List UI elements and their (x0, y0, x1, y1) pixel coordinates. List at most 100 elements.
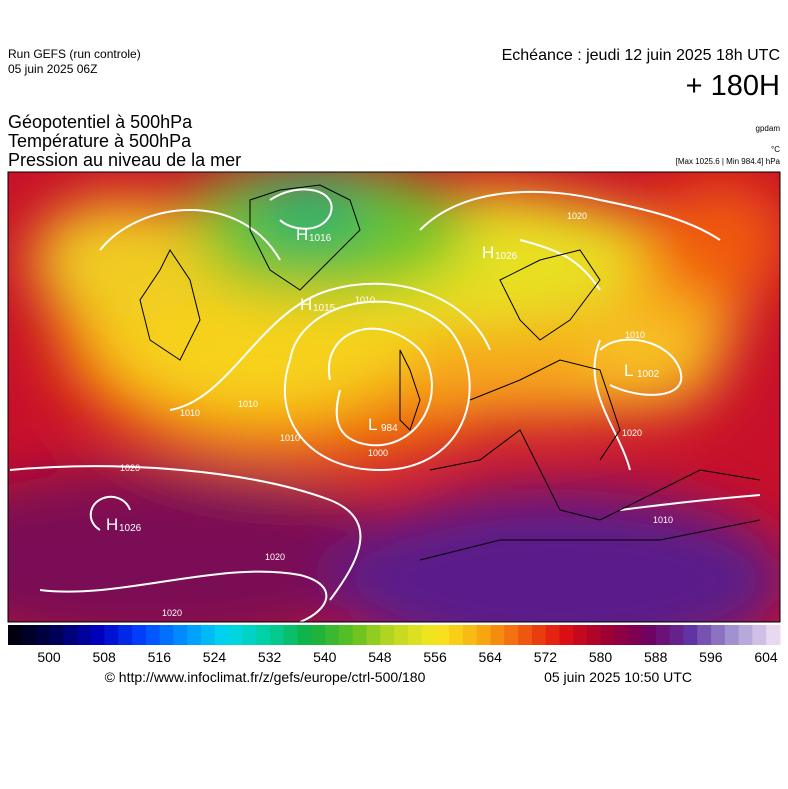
colorbar-swatch (173, 625, 188, 645)
isobar-label: 1000 (368, 448, 388, 458)
isobar-label: 1010 (625, 330, 645, 340)
field: Géopotentiel à 500hPa (8, 112, 193, 132)
isobar-label: 1020 (162, 608, 182, 618)
colorbar-swatch (531, 625, 547, 645)
colorbar-tick-label: 516 (148, 649, 172, 665)
isobar-label: 1010 (180, 408, 200, 418)
colorbar-swatch (352, 625, 367, 645)
colorbar-swatch (338, 625, 354, 645)
map-frame (7, 171, 781, 623)
center-value: 1016 (309, 233, 332, 244)
colorbar-swatch (573, 625, 588, 645)
colorbar-swatch (421, 625, 436, 645)
colorbar-swatch (642, 625, 657, 645)
field: Température à 500hPa (8, 131, 192, 151)
lead-time: + 180H (686, 70, 780, 102)
colorbar-swatch (214, 625, 230, 645)
colorbar-swatch (366, 625, 381, 645)
colorbar-tick-label: 564 (479, 649, 503, 665)
colorbar-swatch (104, 625, 119, 645)
colorbar-swatch (118, 625, 133, 645)
colorbar-swatch (283, 625, 298, 645)
colorbar-tick-label: 596 (699, 649, 723, 665)
colorbar-swatch (407, 625, 423, 645)
source-url: © http://www.infoclimat.fr/z/gefs/europe… (105, 669, 426, 685)
isobar-label: 1020 (265, 552, 285, 562)
colorbar-swatch (325, 625, 340, 645)
colorbar-swatch (201, 625, 216, 645)
colorbar-tick-label: 508 (92, 649, 116, 665)
colorbar-swatch (297, 625, 312, 645)
colorbar-tick-label: 532 (258, 649, 282, 665)
issued: 05 juin 2025 10:50 UTC (544, 669, 692, 685)
isobar-label: 1020 (120, 463, 140, 473)
colorbar-swatch (545, 625, 560, 645)
colorbar-swatch (683, 625, 698, 645)
isobar-label: 1020 (622, 428, 642, 438)
colorbar-tick-label: 580 (589, 649, 613, 665)
colorbar-tick-label: 540 (313, 649, 337, 665)
colorbar-tick-label: 588 (644, 649, 668, 665)
isobar-label: 1010 (355, 295, 375, 305)
colorbar-swatch (628, 625, 643, 645)
colorbar-swatch (669, 625, 684, 645)
run-date: 05 juin 2025 06Z (8, 62, 97, 76)
colorbar-swatch (449, 625, 464, 645)
colorbar-swatch (242, 625, 257, 645)
colorbar-swatch (587, 625, 602, 645)
center-type: L (624, 361, 633, 380)
center-type: H (106, 515, 118, 534)
colorbar-swatch (49, 625, 64, 645)
colorbar-swatch (145, 625, 161, 645)
field: Pression au niveau de la mer (8, 150, 241, 170)
colorbar-swatch (311, 625, 326, 645)
colorbar-swatch (752, 625, 767, 645)
colorbar-swatch (380, 625, 395, 645)
colorbar-swatch (476, 625, 491, 645)
isobar-label: 1010 (653, 515, 673, 525)
colorbar-tick-label: 604 (754, 649, 778, 665)
colorbar-swatch (600, 625, 616, 645)
isobar-label: 1010 (280, 433, 300, 443)
run: Run GEFS (run controle) (8, 47, 141, 61)
extremes: [Max 1025.6 | Min 984.4] hPa (676, 157, 781, 166)
colorbar-tick-label: 500 (37, 649, 61, 665)
colorbar-swatch (559, 625, 574, 645)
echeance: Echéance : jeudi 12 juin 2025 18h UTC (502, 47, 780, 64)
isobar-label: 1020 (567, 211, 587, 221)
center-value: 984 (381, 423, 398, 434)
colorbar-swatch (518, 625, 533, 645)
colorbar-swatch (504, 625, 519, 645)
colorbar-swatch (63, 625, 78, 645)
center-type: H (300, 295, 312, 314)
colorbar-swatch (132, 625, 147, 645)
colorbar-swatch (462, 625, 478, 645)
center-type: H (296, 225, 308, 244)
colorbar-tick-label: 548 (368, 649, 392, 665)
colorbar-swatch (655, 625, 671, 645)
colorbar-swatch (711, 625, 726, 645)
colorbar-swatch (76, 625, 92, 645)
center-type: L (368, 415, 377, 434)
colorbar-swatch (614, 625, 629, 645)
unit: °C (771, 145, 780, 154)
colorbar-swatch (738, 625, 753, 645)
colorbar-tick-label: 556 (423, 649, 447, 665)
colorbar-swatch (90, 625, 105, 645)
center-type: H (482, 243, 494, 262)
center-value: 1002 (637, 369, 660, 380)
colorbar-tick-label: 524 (203, 649, 227, 665)
center-value: 1026 (495, 251, 518, 262)
colorbar-swatch (766, 625, 781, 645)
colorbar-swatch (490, 625, 505, 645)
colorbar-swatch (159, 625, 174, 645)
colorbar-swatch (724, 625, 740, 645)
colorbar-swatch (269, 625, 285, 645)
center-value: 1026 (119, 523, 142, 534)
colorbar-swatch (35, 625, 50, 645)
colorbar-swatch (21, 625, 37, 645)
colorbar-swatch (8, 625, 23, 645)
center-value: 1015 (313, 303, 336, 314)
